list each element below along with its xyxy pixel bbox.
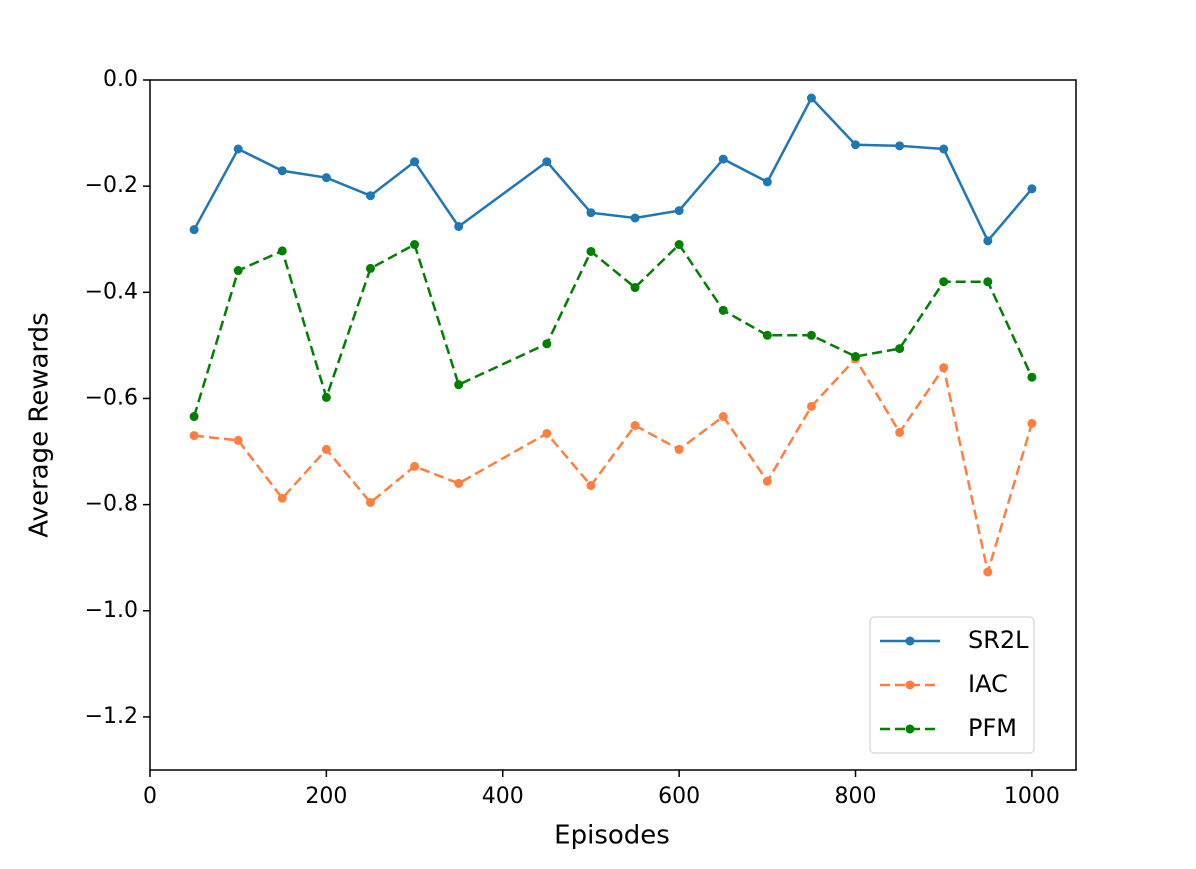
point [454, 478, 464, 488]
point [454, 221, 464, 231]
point [806, 93, 816, 103]
series-line [193, 356, 1034, 573]
y-tick-label: −0.6 [85, 385, 138, 410]
point [939, 363, 949, 373]
point [806, 330, 816, 340]
point [674, 206, 684, 216]
x-tick-label: 800 [835, 784, 877, 809]
point [630, 421, 640, 431]
x-tick-label: 0 [143, 784, 157, 809]
x-tick-label: 200 [305, 784, 347, 809]
point [983, 567, 993, 577]
point [630, 283, 640, 293]
point [1027, 418, 1037, 428]
point [454, 380, 464, 390]
y-axis-label: Average Rewards [25, 312, 55, 537]
plot-frame [149, 79, 1077, 771]
point [321, 173, 331, 183]
point [189, 225, 199, 235]
point [939, 144, 949, 154]
legend-label: SR2L [968, 626, 1029, 654]
point [277, 493, 287, 503]
point [542, 157, 552, 167]
point [895, 141, 905, 151]
point [895, 344, 905, 354]
series-line [192, 242, 1034, 417]
point [321, 392, 331, 402]
point [321, 444, 331, 454]
point [277, 246, 287, 256]
x-tick-label: 600 [658, 784, 700, 809]
point [277, 166, 287, 176]
y-tick-label: −0.4 [85, 279, 138, 304]
point [542, 428, 552, 438]
point [851, 352, 861, 362]
point [983, 277, 993, 287]
legend-marker [905, 724, 915, 734]
point [806, 401, 816, 411]
point [410, 157, 420, 167]
point [365, 497, 375, 507]
point [1027, 184, 1037, 194]
legend-marker [905, 680, 915, 690]
point [233, 266, 243, 276]
point [674, 444, 684, 454]
point [365, 263, 375, 273]
point [762, 476, 772, 486]
point [410, 240, 420, 250]
point [365, 191, 375, 201]
point [542, 339, 552, 349]
point [189, 412, 199, 422]
point [674, 240, 684, 250]
legend-box [869, 616, 1035, 754]
x-axis-label: Episodes [554, 821, 670, 851]
x-tick-label: 400 [482, 784, 524, 809]
point [630, 213, 640, 223]
point [718, 154, 728, 164]
point [762, 330, 772, 340]
point [762, 177, 772, 187]
point [895, 427, 905, 437]
point [189, 431, 199, 441]
legend-marker [905, 636, 915, 646]
legend-label: IAC [968, 670, 1008, 698]
x-tick-label: 1000 [1004, 784, 1060, 809]
point [939, 277, 949, 287]
point [410, 461, 420, 471]
legend-label: PFM [968, 714, 1017, 742]
y-tick-label: −1.2 [85, 704, 138, 729]
y-tick-label: −0.8 [85, 492, 138, 517]
point [233, 435, 243, 445]
point [586, 208, 596, 218]
point [851, 140, 861, 150]
point [983, 236, 993, 246]
point [1027, 372, 1037, 382]
point [718, 412, 728, 422]
point [233, 144, 243, 154]
point [586, 481, 596, 491]
y-tick-label: −1.0 [85, 598, 138, 623]
y-tick-label: 0.0 [103, 67, 138, 92]
y-tick-label: −0.2 [85, 173, 138, 198]
point [718, 305, 728, 315]
series-line [192, 95, 1033, 244]
point [586, 246, 596, 256]
